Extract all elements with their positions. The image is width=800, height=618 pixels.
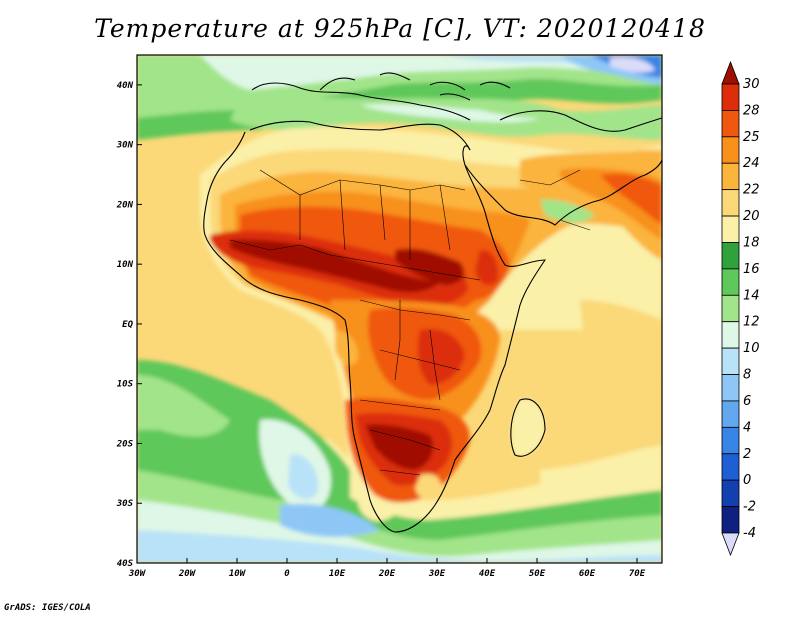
- colorbar-swatch: [721, 453, 740, 481]
- country-borders: [229, 169, 591, 476]
- colorbar-swatch: [721, 215, 740, 243]
- colorbar-swatch: [721, 506, 740, 534]
- colorbar-swatch: [721, 479, 740, 507]
- coastlines: [203, 72, 663, 533]
- colorbar-label: 14: [743, 288, 760, 303]
- lon-tick-label: 10W: [229, 569, 247, 579]
- colorbar-swatch: [721, 162, 740, 191]
- colorbar-max-triangle: [721, 60, 740, 85]
- plot-frame: [136, 54, 663, 564]
- colorbar-label: 4: [743, 420, 751, 435]
- lon-tick-label: 50E: [529, 569, 546, 579]
- lon-tick-label: 20W: [178, 569, 197, 579]
- temperature-field: [137, 55, 662, 563]
- lon-tick-label: 20E: [378, 569, 396, 579]
- colorbar-swatch: [721, 426, 740, 455]
- colorbar-label: 25: [743, 130, 760, 145]
- colorbar-label: 22: [743, 183, 760, 198]
- lon-tick-label: 30W: [128, 569, 147, 579]
- colorbar-label: 10: [743, 341, 760, 356]
- lat-tick-label: EQ: [122, 320, 133, 330]
- colorbar-label: 24: [743, 156, 760, 171]
- lat-tick-label: 20N: [116, 200, 134, 210]
- lon-tick-label: 30E: [428, 569, 446, 579]
- colorbar-min-triangle: [721, 532, 740, 557]
- colorbar-swatch: [721, 268, 740, 296]
- colorbar-label: 2: [743, 447, 751, 462]
- colorbar-label: 0: [743, 473, 751, 488]
- colorbar-swatch: [721, 321, 740, 349]
- colorbar-swatch: [721, 110, 740, 138]
- lon-tick-label: 40E: [479, 569, 496, 579]
- colorbar-label: -2: [743, 500, 756, 515]
- colorbar-swatch: [721, 83, 740, 111]
- colorbar-label: 8: [743, 368, 751, 383]
- lon-tick-label: 10E: [329, 569, 346, 579]
- lon-tick-label: 60E: [579, 569, 596, 579]
- lat-tick-label: 20S: [116, 439, 134, 449]
- colorbar-swatch: [721, 374, 740, 402]
- lat-tick-label: 10N: [117, 260, 134, 270]
- colorbar-swatch: [721, 136, 740, 164]
- lon-tick-label: 70E: [629, 569, 646, 579]
- colorbar-label: 28: [743, 103, 760, 118]
- colorbar-label: 18: [743, 235, 760, 250]
- lat-tick-label: 10S: [117, 380, 134, 390]
- colorbar-label: 30: [743, 77, 760, 92]
- colorbar-swatch: [721, 242, 740, 270]
- lat-tick-label: 40N: [117, 81, 134, 91]
- lon-tick-label: 0: [284, 569, 290, 579]
- colorbar-swatch: [721, 400, 740, 428]
- colorbar-label: 12: [743, 315, 760, 330]
- longitude-axis: 30W 20W 10W 0 10E 20E 30E 40E 50E 60E 70E: [128, 558, 646, 579]
- colorbar-swatch: [721, 294, 740, 323]
- map-title: Temperature at 925hPa [C], VT: 202012041…: [94, 14, 706, 43]
- colorbar-swatch: [721, 189, 740, 217]
- colorbar-label: 20: [743, 209, 760, 224]
- colorbar-label: 16: [743, 262, 760, 277]
- lat-tick-label: 40S: [117, 559, 134, 569]
- lat-tick-label: 30S: [116, 499, 134, 509]
- footer-credit: GrADS: IGES/COLA: [4, 603, 91, 613]
- lat-tick-label: 30N: [116, 141, 134, 151]
- latitude-axis: 40N 30N 20N 10N EQ 10S 20S 30S 40S: [116, 81, 142, 569]
- colorbar-label: -4: [743, 526, 756, 541]
- colorbar-label: 6: [743, 394, 751, 409]
- colorbar-swatch: [721, 347, 740, 375]
